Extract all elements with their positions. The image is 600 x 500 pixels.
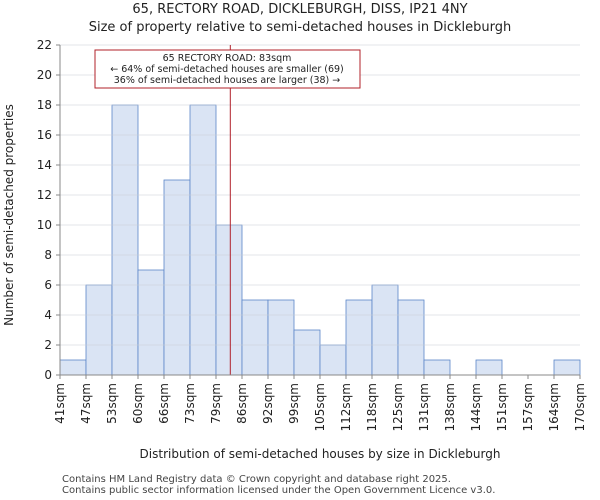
y-tick-label: 4 [44,308,52,322]
annotation-line-2: ← 64% of semi-detached houses are smalle… [110,64,344,75]
y-tick-label: 14 [37,158,52,172]
x-tick-label: 151sqm [495,383,509,431]
x-tick-label: 79sqm [209,383,223,424]
histogram-bar [319,344,347,376]
histogram-bar [85,284,113,376]
histogram-bar [371,284,399,376]
x-tick-label: 138sqm [443,383,457,431]
y-axis-label: Number of semi-detached properties [2,104,16,326]
y-tick-label: 22 [37,38,52,52]
histogram-bar [163,179,191,376]
x-tick-label: 73sqm [183,383,197,424]
x-tick-label: 112sqm [339,383,353,431]
y-tick-label: 10 [37,218,52,232]
x-tick-label: 47sqm [79,383,93,424]
x-tick-label: 41sqm [53,383,67,424]
y-tick-label: 20 [37,68,52,82]
annotation-line-1: 65 RECTORY ROAD: 83sqm [163,53,292,64]
y-tick-label: 2 [44,338,52,352]
y-tick-label: 0 [44,368,52,382]
x-tick-label: 92sqm [261,383,275,424]
footer-line-1: Contains HM Land Registry data © Crown c… [62,474,451,485]
chart-subtitle: Size of property relative to semi-detach… [88,20,512,35]
histogram-bar [345,299,373,376]
x-tick-label: 99sqm [287,383,301,424]
annotation-line-3: 36% of semi-detached houses are larger (… [114,75,341,86]
histogram-bar [475,359,503,376]
x-tick-label: 105sqm [313,383,327,431]
x-tick-label: 125sqm [391,383,405,431]
histogram-bar [241,299,269,376]
histogram-bar [59,359,87,376]
footer-line-2: Contains public sector information licen… [62,485,496,496]
x-tick-label: 164sqm [547,383,561,431]
histogram-bar [423,359,451,376]
y-tick-label: 12 [37,188,52,202]
histogram-bar [189,104,217,376]
histogram-bar [215,224,243,376]
y-tick-label: 16 [37,128,52,142]
x-tick-label: 157sqm [521,383,535,431]
histogram-bar [267,299,295,376]
y-tick-label: 8 [44,248,52,262]
x-tick-label: 144sqm [469,383,483,431]
x-axis-label: Distribution of semi-detached houses by … [140,447,501,461]
histogram-bar [111,104,139,376]
x-tick-label: 86sqm [235,383,249,424]
y-tick-label: 6 [44,278,52,292]
x-tick-label: 53sqm [105,383,119,424]
x-tick-label: 60sqm [131,383,145,424]
annotation-box [94,49,361,89]
chart-title: 65, RECTORY ROAD, DICKLEBURGH, DISS, IP2… [132,2,468,17]
histogram-bar [137,269,165,376]
x-tick-label: 66sqm [157,383,171,424]
histogram-bar [293,329,321,376]
y-tick-label: 18 [37,98,52,112]
histogram-bar [553,359,581,376]
x-tick-label: 170sqm [573,383,587,431]
histogram-bar [397,299,425,376]
x-tick-label: 118sqm [365,383,379,431]
x-tick-label: 131sqm [417,383,431,431]
